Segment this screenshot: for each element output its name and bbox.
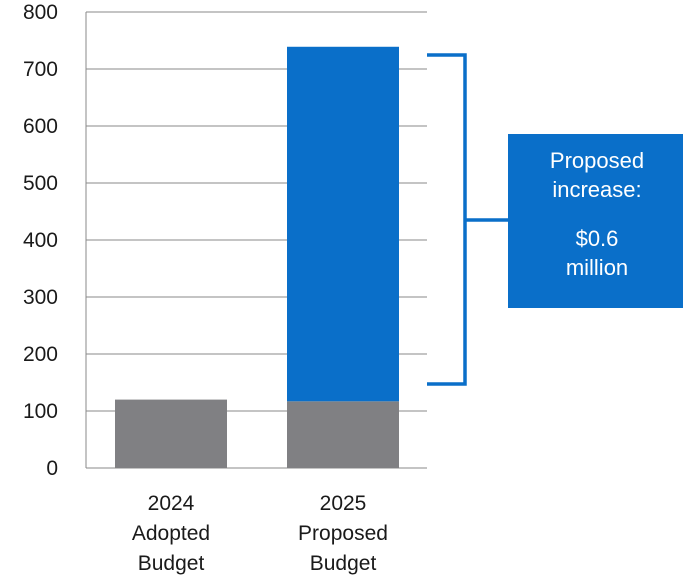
bars [115, 46, 399, 468]
bar-segment [287, 46, 399, 402]
y-tick-label: 700 [23, 58, 58, 81]
increase-callout: Proposed increase: $0.6 million [508, 134, 683, 308]
y-tick-label: 200 [23, 343, 58, 366]
y-tick-label: 0 [46, 457, 58, 480]
callout-line-2: increase: [552, 177, 642, 202]
category-label: Proposed [298, 522, 388, 545]
callout-line-1: Proposed [549, 148, 645, 173]
y-tick-label: 800 [23, 1, 58, 24]
y-tick-label: 600 [23, 115, 58, 138]
category-labels: 2024 Adopted Budget 2025 Proposed Budget [132, 492, 388, 575]
y-tick-label: 400 [23, 229, 58, 252]
increase-bracket [427, 53, 508, 386]
category-label: Budget [310, 552, 377, 575]
callout-line-3: $0.6 [575, 226, 619, 251]
bar-segment [287, 401, 399, 468]
callout-line-4: million [565, 255, 629, 280]
y-tick-label: 300 [23, 286, 58, 309]
y-tick-label: 100 [23, 400, 58, 423]
category-label: 2025 [320, 492, 367, 515]
y-tick-label: 500 [23, 172, 58, 195]
category-label: 2024 [148, 492, 195, 515]
bar-segment [115, 399, 227, 468]
category-label: Adopted [132, 522, 210, 545]
category-label: Budget [138, 552, 205, 575]
y-tick-labels: 0 100 200 300 400 500 600 700 800 [23, 1, 58, 480]
